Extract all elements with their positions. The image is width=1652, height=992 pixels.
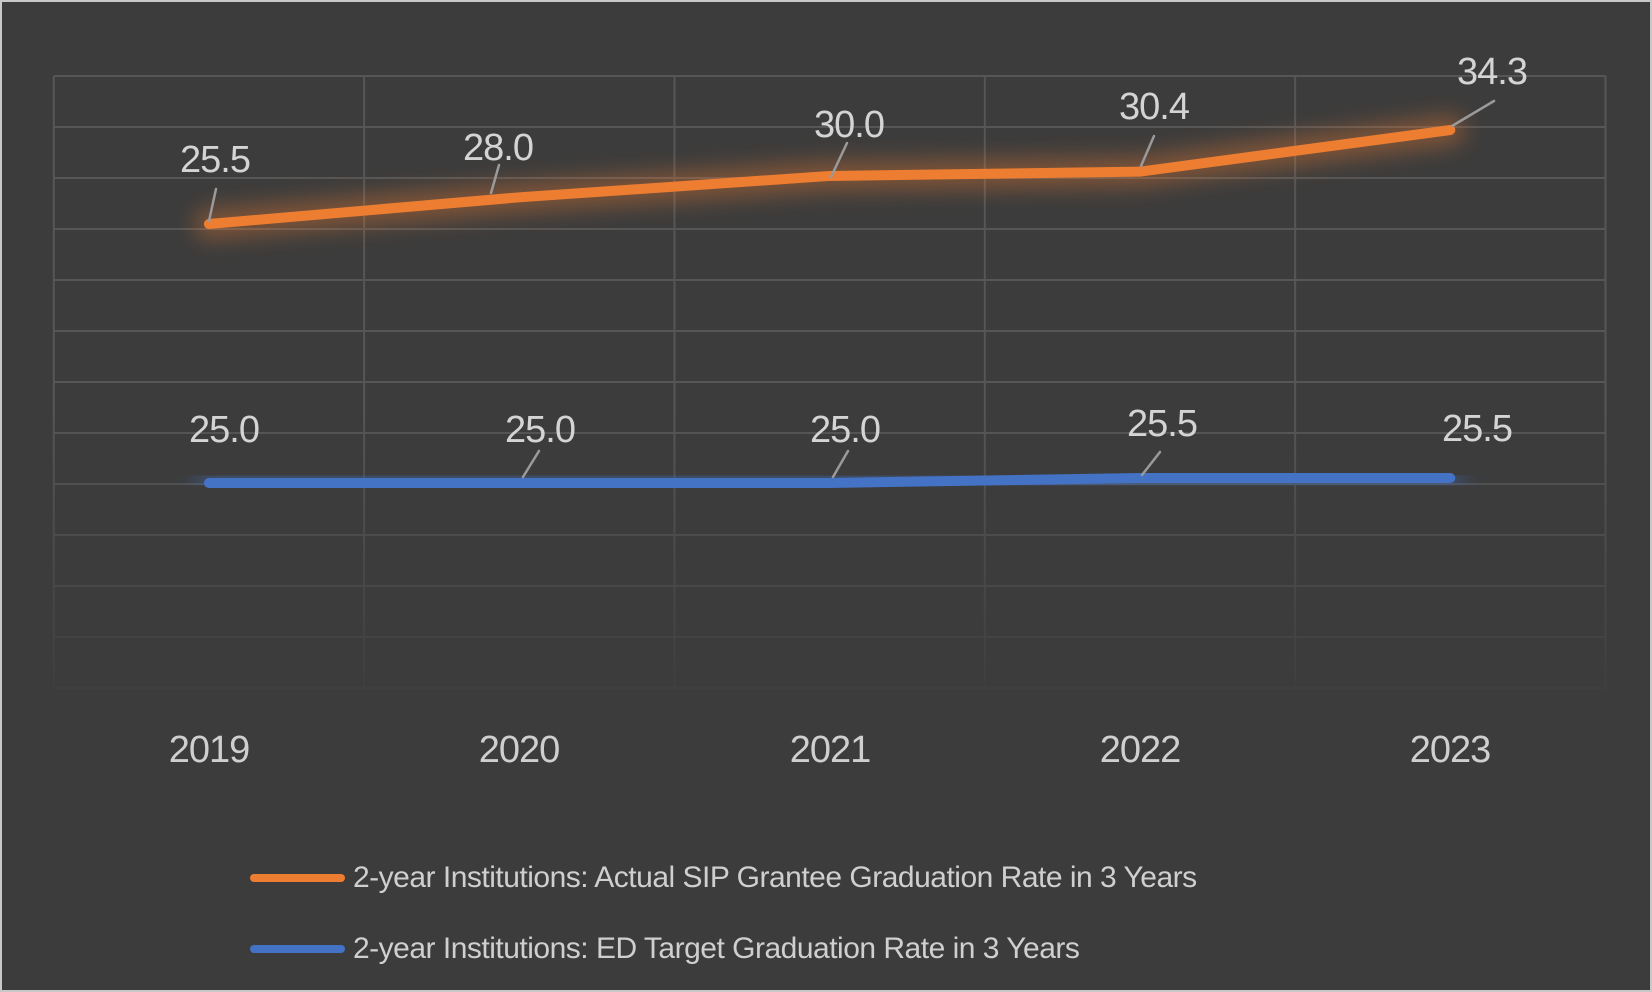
legend-swatch-target (250, 945, 345, 953)
data-label-actual-2023: 34.3 (1457, 51, 1528, 93)
data-label-target-2021: 25.0 (810, 409, 881, 451)
data-label-actual-2019: 25.5 (180, 139, 251, 181)
legend-label-actual: 2-year Institutions: Actual SIP Grantee … (353, 861, 1197, 894)
series-line-1 (203, 473, 1456, 488)
data-label-actual-2022: 30.4 (1119, 86, 1190, 128)
legend-item-actual: 2-year Institutions: Actual SIP Grantee … (250, 863, 1197, 893)
legend-label-target: 2-year Institutions: ED Target Graduatio… (353, 932, 1080, 965)
x-axis-label-2020: 2020 (478, 729, 561, 771)
x-axis-label-2023: 2023 (1409, 729, 1492, 771)
data-label-actual-2020: 28.0 (463, 127, 534, 169)
x-axis-label-2022: 2022 (1099, 729, 1182, 771)
data-label-target-2019: 25.0 (189, 409, 260, 451)
data-label-target-2023: 25.5 (1442, 408, 1513, 450)
data-label-target-2022: 25.5 (1127, 403, 1198, 445)
legend-item-target: 2-year Institutions: ED Target Graduatio… (250, 932, 1080, 965)
label-leader-lines (207, 99, 1496, 479)
data-label-actual-2021: 30.0 (814, 104, 885, 146)
data-label-target-2020: 25.0 (505, 409, 576, 451)
x-axis-label-2021: 2021 (789, 729, 872, 771)
x-axis-label-2019: 2019 (168, 729, 251, 771)
legend-swatch-actual (250, 874, 345, 882)
series-line-0 (203, 125, 1456, 229)
gridlines (52, 75, 1607, 689)
